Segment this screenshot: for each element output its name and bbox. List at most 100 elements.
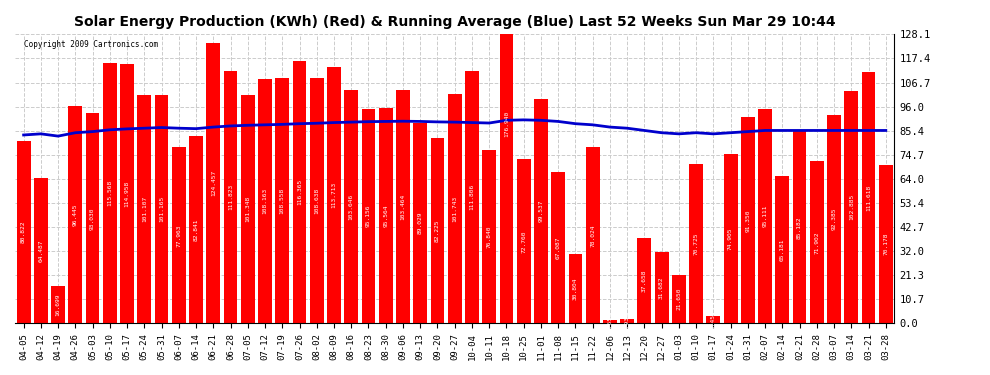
Bar bbox=[86, 114, 99, 323]
Bar bbox=[172, 147, 186, 323]
Text: 101.165: 101.165 bbox=[159, 196, 164, 222]
Bar bbox=[621, 319, 634, 323]
Bar bbox=[517, 159, 531, 323]
Bar bbox=[431, 138, 445, 323]
Bar bbox=[138, 95, 151, 323]
Text: 21.650: 21.650 bbox=[676, 288, 681, 310]
Title: Solar Energy Production (KWh) (Red) & Running Average (Blue) Last 52 Weeks Sun M: Solar Energy Production (KWh) (Red) & Ru… bbox=[74, 15, 836, 29]
Text: 82.225: 82.225 bbox=[435, 219, 440, 242]
Bar bbox=[275, 78, 289, 323]
Text: 1.650: 1.650 bbox=[608, 312, 613, 331]
Bar bbox=[534, 99, 547, 323]
Text: 1.938: 1.938 bbox=[625, 312, 630, 331]
Text: 31.682: 31.682 bbox=[659, 276, 664, 299]
Bar bbox=[327, 67, 341, 323]
Bar bbox=[447, 94, 461, 323]
Bar bbox=[103, 63, 117, 323]
Bar bbox=[345, 90, 358, 323]
Bar bbox=[414, 123, 427, 323]
Text: 108.558: 108.558 bbox=[280, 188, 285, 214]
Text: 95.564: 95.564 bbox=[383, 204, 388, 227]
Text: 111.618: 111.618 bbox=[866, 184, 871, 211]
Text: 80.822: 80.822 bbox=[21, 221, 26, 243]
Bar bbox=[310, 78, 324, 323]
Bar bbox=[34, 178, 48, 323]
Bar bbox=[465, 71, 479, 323]
Bar bbox=[603, 320, 617, 323]
Text: 70.725: 70.725 bbox=[694, 232, 699, 255]
Bar bbox=[586, 147, 600, 323]
Text: 99.537: 99.537 bbox=[539, 200, 544, 222]
Text: 67.087: 67.087 bbox=[555, 237, 560, 259]
Text: 85.182: 85.182 bbox=[797, 216, 802, 238]
Bar bbox=[189, 136, 203, 323]
Bar bbox=[68, 106, 82, 323]
Text: 77.963: 77.963 bbox=[176, 224, 181, 247]
Bar bbox=[810, 161, 824, 323]
Bar bbox=[654, 252, 668, 323]
Text: 37.658: 37.658 bbox=[642, 270, 646, 292]
Text: 64.487: 64.487 bbox=[39, 239, 44, 262]
Text: 102.885: 102.885 bbox=[848, 194, 853, 220]
Text: 3.450: 3.450 bbox=[711, 310, 716, 329]
Bar bbox=[828, 115, 841, 323]
Text: 103.646: 103.646 bbox=[348, 194, 353, 220]
Text: 93.030: 93.030 bbox=[90, 207, 95, 230]
Text: 113.713: 113.713 bbox=[332, 182, 337, 208]
Text: 114.958: 114.958 bbox=[125, 181, 130, 207]
Bar bbox=[568, 254, 582, 323]
Text: 16.699: 16.699 bbox=[55, 293, 60, 316]
Bar bbox=[551, 172, 565, 323]
Text: 101.348: 101.348 bbox=[246, 196, 250, 222]
Text: 115.568: 115.568 bbox=[107, 180, 112, 206]
Bar bbox=[396, 90, 410, 323]
Bar bbox=[379, 108, 393, 323]
Text: 96.445: 96.445 bbox=[73, 203, 78, 226]
Text: 101.107: 101.107 bbox=[142, 196, 147, 222]
Bar bbox=[293, 61, 307, 323]
Bar bbox=[241, 95, 254, 323]
Bar bbox=[258, 80, 272, 323]
Bar bbox=[741, 117, 754, 323]
Bar bbox=[154, 95, 168, 323]
Text: 70.178: 70.178 bbox=[883, 233, 888, 255]
Bar bbox=[844, 91, 858, 323]
Bar bbox=[793, 131, 807, 323]
Bar bbox=[758, 109, 772, 323]
Bar bbox=[638, 238, 651, 323]
Bar bbox=[724, 154, 738, 323]
Bar bbox=[361, 109, 375, 323]
Text: 71.902: 71.902 bbox=[815, 231, 820, 254]
Text: 82.841: 82.841 bbox=[194, 219, 199, 241]
Text: 92.385: 92.385 bbox=[832, 208, 837, 230]
Bar bbox=[500, 0, 514, 323]
Bar bbox=[689, 164, 703, 323]
Bar bbox=[861, 72, 875, 323]
Text: 72.760: 72.760 bbox=[521, 230, 527, 252]
Text: Copyright 2009 Cartronics.com: Copyright 2009 Cartronics.com bbox=[24, 40, 158, 49]
Bar bbox=[672, 274, 686, 323]
Bar bbox=[224, 71, 238, 323]
Bar bbox=[17, 141, 31, 323]
Text: 95.156: 95.156 bbox=[366, 205, 371, 227]
Bar bbox=[707, 316, 721, 323]
Text: 108.638: 108.638 bbox=[314, 188, 319, 214]
Text: 95.111: 95.111 bbox=[762, 205, 767, 227]
Text: 111.806: 111.806 bbox=[469, 184, 474, 210]
Text: 74.905: 74.905 bbox=[728, 228, 734, 250]
Text: 103.464: 103.464 bbox=[401, 194, 406, 220]
Text: 78.024: 78.024 bbox=[590, 224, 595, 247]
Text: 91.350: 91.350 bbox=[745, 209, 750, 232]
Bar bbox=[775, 176, 789, 323]
Bar bbox=[51, 286, 65, 323]
Bar bbox=[120, 64, 134, 323]
Bar bbox=[879, 165, 893, 323]
Text: 89.029: 89.029 bbox=[418, 212, 423, 234]
Text: 101.743: 101.743 bbox=[452, 195, 457, 222]
Bar bbox=[482, 150, 496, 323]
Text: 76.840: 76.840 bbox=[487, 225, 492, 248]
Text: 65.181: 65.181 bbox=[780, 238, 785, 261]
Text: 108.163: 108.163 bbox=[262, 188, 267, 214]
Text: 30.804: 30.804 bbox=[573, 278, 578, 300]
Text: 124.457: 124.457 bbox=[211, 170, 216, 196]
